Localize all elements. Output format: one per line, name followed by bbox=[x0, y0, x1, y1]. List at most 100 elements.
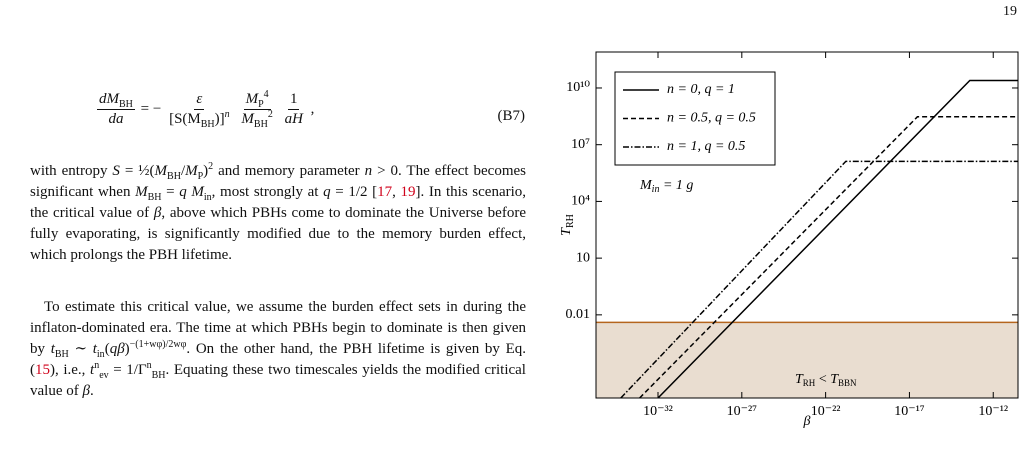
x-tick-label: 10⁻¹² bbox=[978, 404, 1008, 419]
legend-label: n = 1, q = 0.5 bbox=[667, 139, 745, 154]
text-run: ) bbox=[124, 341, 130, 357]
text-run: P bbox=[197, 171, 204, 182]
text-run: > 0. The effect becomes significant when bbox=[30, 163, 526, 200]
math: M bbox=[245, 91, 259, 107]
region-label-part: T bbox=[795, 372, 804, 387]
math: , bbox=[310, 100, 315, 117]
text-run: = 1/Γ bbox=[108, 362, 147, 378]
text-run: / bbox=[180, 163, 186, 179]
text-run: with entropy bbox=[30, 163, 113, 179]
text-run: . bbox=[89, 383, 94, 399]
text-run: = bbox=[161, 184, 180, 200]
text-run: −(1+wφ)/2wφ bbox=[129, 339, 187, 350]
text-run: . On the other hand, the PBH lifetime is… bbox=[30, 341, 527, 378]
annotation-part: M bbox=[639, 178, 653, 193]
text-run: . Equating these two timescales yields t… bbox=[30, 362, 526, 399]
math: 4 bbox=[263, 89, 269, 100]
x-tick-label: 10⁻¹⁷ bbox=[894, 404, 925, 419]
text-run: β bbox=[153, 205, 162, 221]
y-axis-label-part: T bbox=[559, 227, 574, 236]
legend-label: n = 0.5, q = 0.5 bbox=[667, 111, 756, 126]
citation[interactable]: 19 bbox=[400, 184, 416, 200]
y-tick-label: 0.01 bbox=[566, 307, 591, 322]
region-label-part: RH bbox=[803, 378, 816, 388]
region-label-part: < bbox=[815, 372, 830, 387]
x-tick-label: 10⁻²² bbox=[811, 404, 841, 419]
fraction: MP4 MBH2 bbox=[239, 89, 274, 130]
plot-frame bbox=[595, 51, 1019, 399]
text-run: t bbox=[50, 341, 55, 357]
x-tick-label: 10⁻²⁷ bbox=[727, 404, 758, 419]
paragraph: with entropy S = ½(MBH/MP)2 and memory p… bbox=[30, 161, 526, 266]
math: dM bbox=[99, 91, 119, 107]
text-run: ev bbox=[99, 370, 109, 381]
math: n bbox=[224, 109, 230, 120]
text-run: qβ bbox=[109, 341, 125, 357]
annotation-part: = 1 g bbox=[659, 178, 693, 193]
y-axis-label: TRH bbox=[559, 214, 576, 236]
math: = − bbox=[140, 100, 162, 117]
text-run: To estimate this critical value, we assu… bbox=[30, 299, 526, 357]
series-line bbox=[657, 79, 1018, 398]
plot-area bbox=[596, 79, 1018, 398]
text-run: , above which PBHs come to dominate the … bbox=[30, 205, 526, 263]
annotation-part: in bbox=[652, 184, 660, 195]
math: 2 bbox=[267, 109, 273, 120]
fraction: 1 aH bbox=[283, 90, 305, 129]
page-number: 19 bbox=[1003, 4, 1017, 19]
annotation: Min = 1 g bbox=[639, 178, 693, 195]
text-run: BH bbox=[147, 192, 162, 203]
legend-label: n = 0, q = 1 bbox=[667, 82, 735, 97]
text-run: ∼ bbox=[68, 341, 93, 357]
y-tick-label: 10 bbox=[576, 250, 590, 265]
text-run: BH bbox=[151, 370, 166, 381]
paragraph: To estimate this critical value, we assu… bbox=[30, 297, 526, 402]
math: 1 bbox=[287, 90, 300, 110]
text-run: q bbox=[323, 184, 331, 200]
region-label-part: T bbox=[830, 372, 839, 387]
y-tick-label: 10⁴ bbox=[571, 194, 590, 209]
text-run: 2 bbox=[208, 161, 214, 172]
y-axis-label-part: RH bbox=[565, 214, 576, 228]
text-run: n bbox=[94, 360, 100, 371]
excluded-region bbox=[596, 322, 1018, 398]
text-run: q M bbox=[179, 184, 204, 200]
math: P bbox=[258, 99, 264, 110]
text-run: t bbox=[90, 362, 95, 378]
math: ε bbox=[194, 90, 205, 110]
citation[interactable]: 17 bbox=[377, 184, 393, 200]
text-run: M bbox=[135, 184, 148, 200]
fraction: dMBH da bbox=[97, 90, 135, 129]
text-run: S bbox=[112, 163, 120, 179]
equation-number: (B7) bbox=[497, 108, 526, 124]
text-run: ), i.e., bbox=[50, 362, 91, 378]
text-run: t bbox=[92, 341, 97, 357]
x-tick-label: 10⁻³² bbox=[643, 404, 673, 419]
text-run: β bbox=[82, 383, 90, 399]
text-run: in bbox=[203, 192, 212, 203]
citation[interactable]: 15 bbox=[35, 362, 50, 378]
text-run: = 1/2 [ bbox=[330, 184, 378, 200]
math: BH bbox=[200, 119, 215, 130]
text-run: M bbox=[185, 163, 198, 179]
text-run: and memory parameter bbox=[213, 163, 365, 179]
math: aH bbox=[284, 111, 303, 127]
fraction: ε [S(MBH)]n bbox=[167, 90, 232, 130]
axes: 10⁻³² 10⁻²⁷ 10⁻²² 10⁻¹⁷ 10⁻¹² 0.01 10 10⁴ 10⁷ 10¹… bbox=[559, 52, 1018, 429]
text-run: , most strongly at bbox=[211, 184, 324, 200]
math: BH bbox=[119, 99, 133, 110]
text-run: ) bbox=[203, 163, 209, 179]
text-run: BH bbox=[167, 171, 181, 182]
series-line bbox=[620, 160, 1018, 398]
text-run: = ½( bbox=[119, 163, 155, 179]
math: )] bbox=[214, 111, 225, 127]
y-tick-label: 10¹⁰ bbox=[566, 80, 590, 95]
text-run: BH bbox=[54, 349, 69, 360]
text-run: n bbox=[364, 163, 373, 179]
text-run: M bbox=[154, 163, 168, 179]
math: BH bbox=[253, 119, 268, 130]
text-run: , bbox=[392, 184, 401, 200]
region-label-part: BBN bbox=[838, 378, 857, 388]
